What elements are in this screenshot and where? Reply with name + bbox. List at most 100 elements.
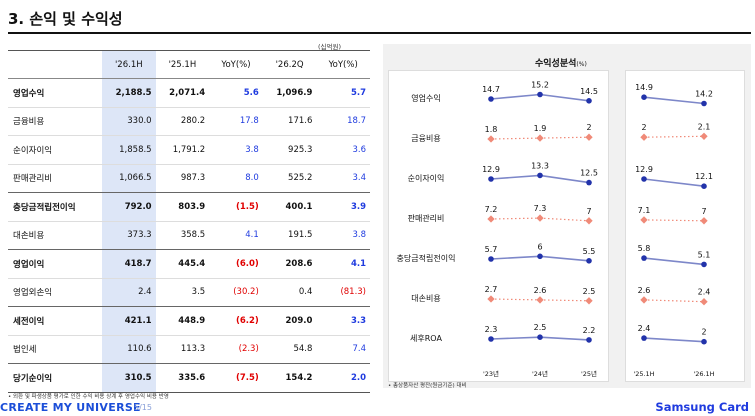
table-cell: 1,858.5: [102, 135, 156, 164]
data-label: 2.4: [698, 288, 711, 297]
data-label: 2.6: [534, 286, 547, 295]
data-point: [488, 176, 494, 182]
row-label: 판매관리비: [13, 174, 53, 185]
data-point: [701, 261, 707, 268]
income-table: '26.1H '25.1H YoY(%) '26.2Q YoY(%) 영업수익 2…: [8, 50, 370, 393]
data-point: [700, 132, 708, 140]
data-point: [701, 183, 707, 189]
x-tick-label: '25년: [581, 369, 597, 378]
series-line: [643, 337, 705, 343]
data-point: [536, 296, 544, 304]
series-line: [490, 336, 541, 340]
series-label: 영업수익: [411, 93, 440, 103]
series-label: 대손비용: [411, 294, 440, 303]
table-cell: 310.5: [102, 363, 156, 392]
table-header: YoY(%): [316, 50, 370, 79]
data-label: 7.1: [638, 206, 651, 215]
x-tick-label: '23년: [483, 369, 499, 378]
data-point: [641, 255, 647, 261]
row-label: 순이자이익: [13, 145, 53, 156]
table-cell: 448.9: [178, 315, 206, 326]
page-number: 5/15: [134, 403, 152, 412]
samsung-card-logo: Samsung Card: [655, 400, 749, 414]
data-label: 15.2: [531, 81, 549, 90]
data-point: [641, 335, 647, 341]
data-point: [586, 337, 592, 343]
x-tick-label: '26.1H: [693, 370, 714, 378]
table-cell: 335.6: [178, 372, 206, 383]
chart-title: 수익성분석(%): [535, 59, 587, 69]
table-cell: 54.8: [293, 344, 313, 355]
series-line: [539, 255, 590, 262]
table-cell: 154.2: [285, 372, 313, 383]
page-title: 3. 손익 및 수익성: [8, 10, 123, 28]
table-cell: 4.1: [245, 230, 259, 241]
data-label: 12.5: [580, 169, 598, 178]
table-cell: 358.5: [180, 230, 206, 241]
data-point: [586, 179, 592, 186]
table-cell: 400.1: [285, 201, 313, 212]
series-line: [490, 174, 541, 180]
table-cell: (7.5): [235, 372, 259, 383]
chart-footnote: • 총상품자산 평잔(원금기준) 대비: [388, 383, 467, 389]
data-point: [586, 258, 592, 264]
table-header: YoY(%): [209, 50, 263, 79]
table-cell: (6.2): [235, 315, 259, 326]
footer-brand: CREATE MY UNIVERSE: [0, 401, 141, 414]
series-line: [490, 137, 541, 140]
table-cell: 171.6: [288, 116, 313, 127]
table-cell: (6.0): [235, 258, 259, 269]
table-cell: (1.5): [235, 201, 259, 212]
data-label: 13.3: [531, 161, 549, 170]
table-cell: 3.5: [191, 287, 206, 298]
data-point: [537, 91, 543, 98]
data-point: [641, 94, 647, 100]
data-label: 14.5: [580, 87, 598, 96]
chart-card-half: [625, 70, 745, 382]
data-point: [487, 215, 495, 223]
row-label: 영업외손익: [13, 288, 53, 299]
data-label: 5.5: [583, 247, 596, 256]
table-cell: 7.4: [352, 344, 366, 355]
table-row: 대손비용 373.3 358.5 4.1 191.5 3.8: [8, 221, 370, 250]
series-line: [490, 93, 541, 100]
row-label: 금융비용: [13, 117, 45, 128]
table-cell: 3.6: [352, 144, 366, 155]
table-cell: 1,791.2: [172, 144, 206, 155]
table-header: '25.1H: [155, 50, 210, 79]
data-point: [536, 214, 544, 222]
data-point: [537, 334, 543, 341]
data-point: [537, 172, 543, 179]
data-label: 1.9: [534, 124, 547, 133]
table-cell: 445.4: [178, 258, 206, 269]
data-point: [487, 135, 495, 143]
series-line: [643, 299, 705, 303]
row-label: 세전이익: [13, 316, 45, 327]
table-header: '26.2Q: [262, 50, 317, 79]
table-header-row: '26.1H '25.1H YoY(%) '26.2Q YoY(%): [8, 50, 370, 79]
row-label: 충당금적립전이익: [13, 202, 76, 213]
data-label: 7.2: [485, 205, 498, 214]
data-label: 2.4: [638, 324, 651, 333]
table-cell: 3.3: [350, 315, 366, 326]
table-cell: 110.6: [102, 335, 156, 364]
table-cell: 803.9: [178, 201, 206, 212]
row-label: 당기순이익: [13, 373, 53, 384]
data-label: 2: [586, 123, 591, 132]
data-label: 2.1: [698, 122, 711, 131]
chart-card-annual: [388, 70, 609, 382]
data-point: [487, 295, 495, 303]
table-cell: 421.1: [102, 306, 156, 335]
table-cell: 5.7: [350, 87, 366, 98]
table-cell: 208.6: [285, 258, 313, 269]
title-divider: [8, 32, 751, 34]
table-row: 영업이익 418.7 445.4 (6.0) 208.6 4.1: [8, 249, 370, 278]
table-cell: 3.9: [350, 201, 366, 212]
data-label: 7: [586, 207, 591, 216]
data-point: [640, 133, 648, 141]
data-label: 7.3: [534, 204, 547, 213]
series-line: [539, 93, 590, 102]
series-line: [490, 298, 541, 301]
series-line: [539, 217, 590, 222]
